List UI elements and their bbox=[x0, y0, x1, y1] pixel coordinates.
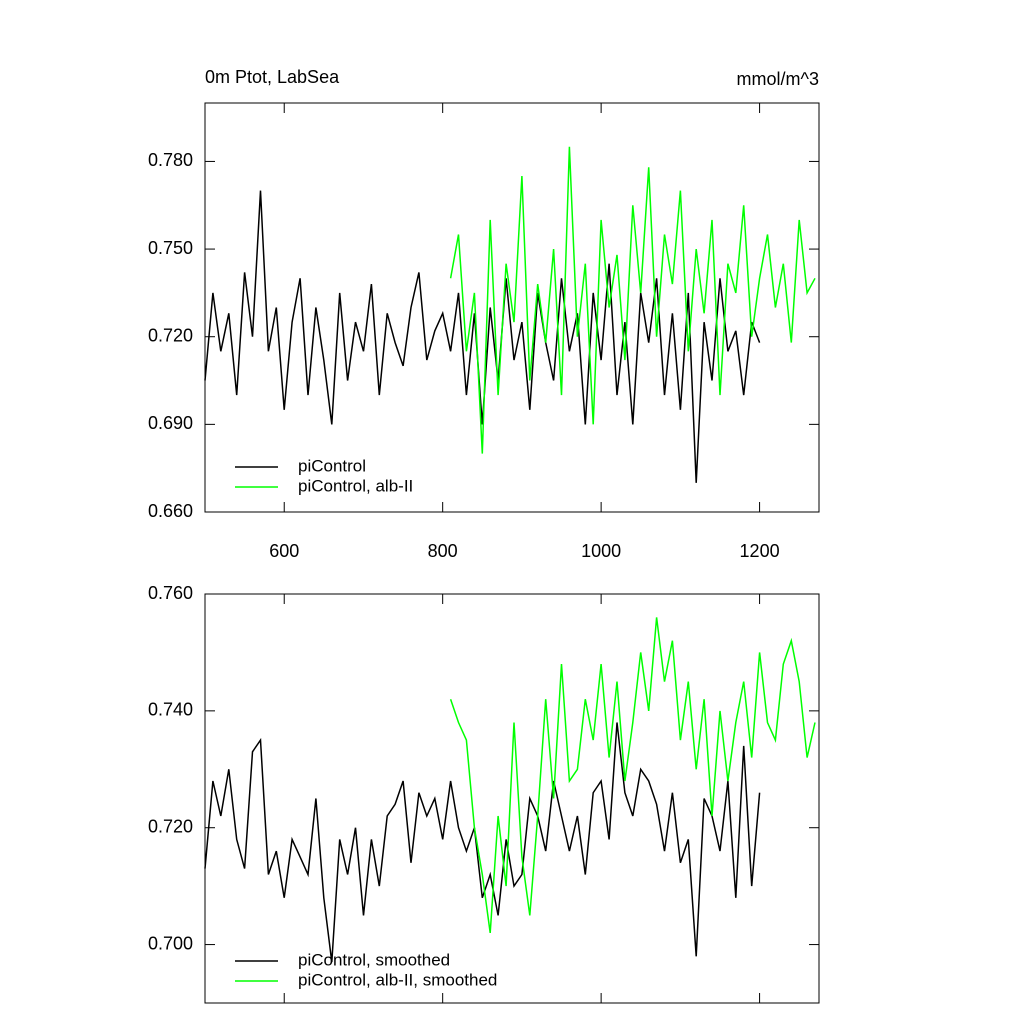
legend-label: piControl, alb-II bbox=[298, 476, 413, 495]
series-line bbox=[449, 617, 816, 934]
y-tick-label: 0.720 bbox=[148, 325, 193, 345]
legend-label: piControl bbox=[298, 456, 366, 475]
plot-frame bbox=[204, 593, 820, 1004]
y-tick-label: 0.660 bbox=[148, 501, 193, 521]
units-label: mmol/m^3 bbox=[737, 69, 819, 89]
y-tick-label: 0.690 bbox=[148, 413, 193, 433]
chart-title: 0m Ptot, LabSea bbox=[205, 67, 340, 87]
y-tick-label: 0.720 bbox=[148, 816, 193, 836]
y-tick-label: 0.700 bbox=[148, 933, 193, 953]
legend-label: piControl, alb-II, smoothed bbox=[298, 970, 497, 989]
x-tick-label: 1200 bbox=[740, 541, 780, 561]
legend-label: piControl, smoothed bbox=[298, 950, 450, 969]
series-line bbox=[204, 190, 761, 483]
x-tick-label: 600 bbox=[269, 541, 299, 561]
x-tick-label: 800 bbox=[428, 541, 458, 561]
series-line bbox=[449, 146, 816, 454]
y-tick-label: 0.740 bbox=[148, 700, 193, 720]
series-line bbox=[204, 722, 761, 963]
plot-frame bbox=[204, 102, 820, 513]
x-tick-label: 1000 bbox=[581, 541, 621, 561]
y-tick-label: 0.780 bbox=[148, 150, 193, 170]
y-tick-label: 0.760 bbox=[148, 583, 193, 603]
y-tick-label: 0.750 bbox=[148, 238, 193, 258]
